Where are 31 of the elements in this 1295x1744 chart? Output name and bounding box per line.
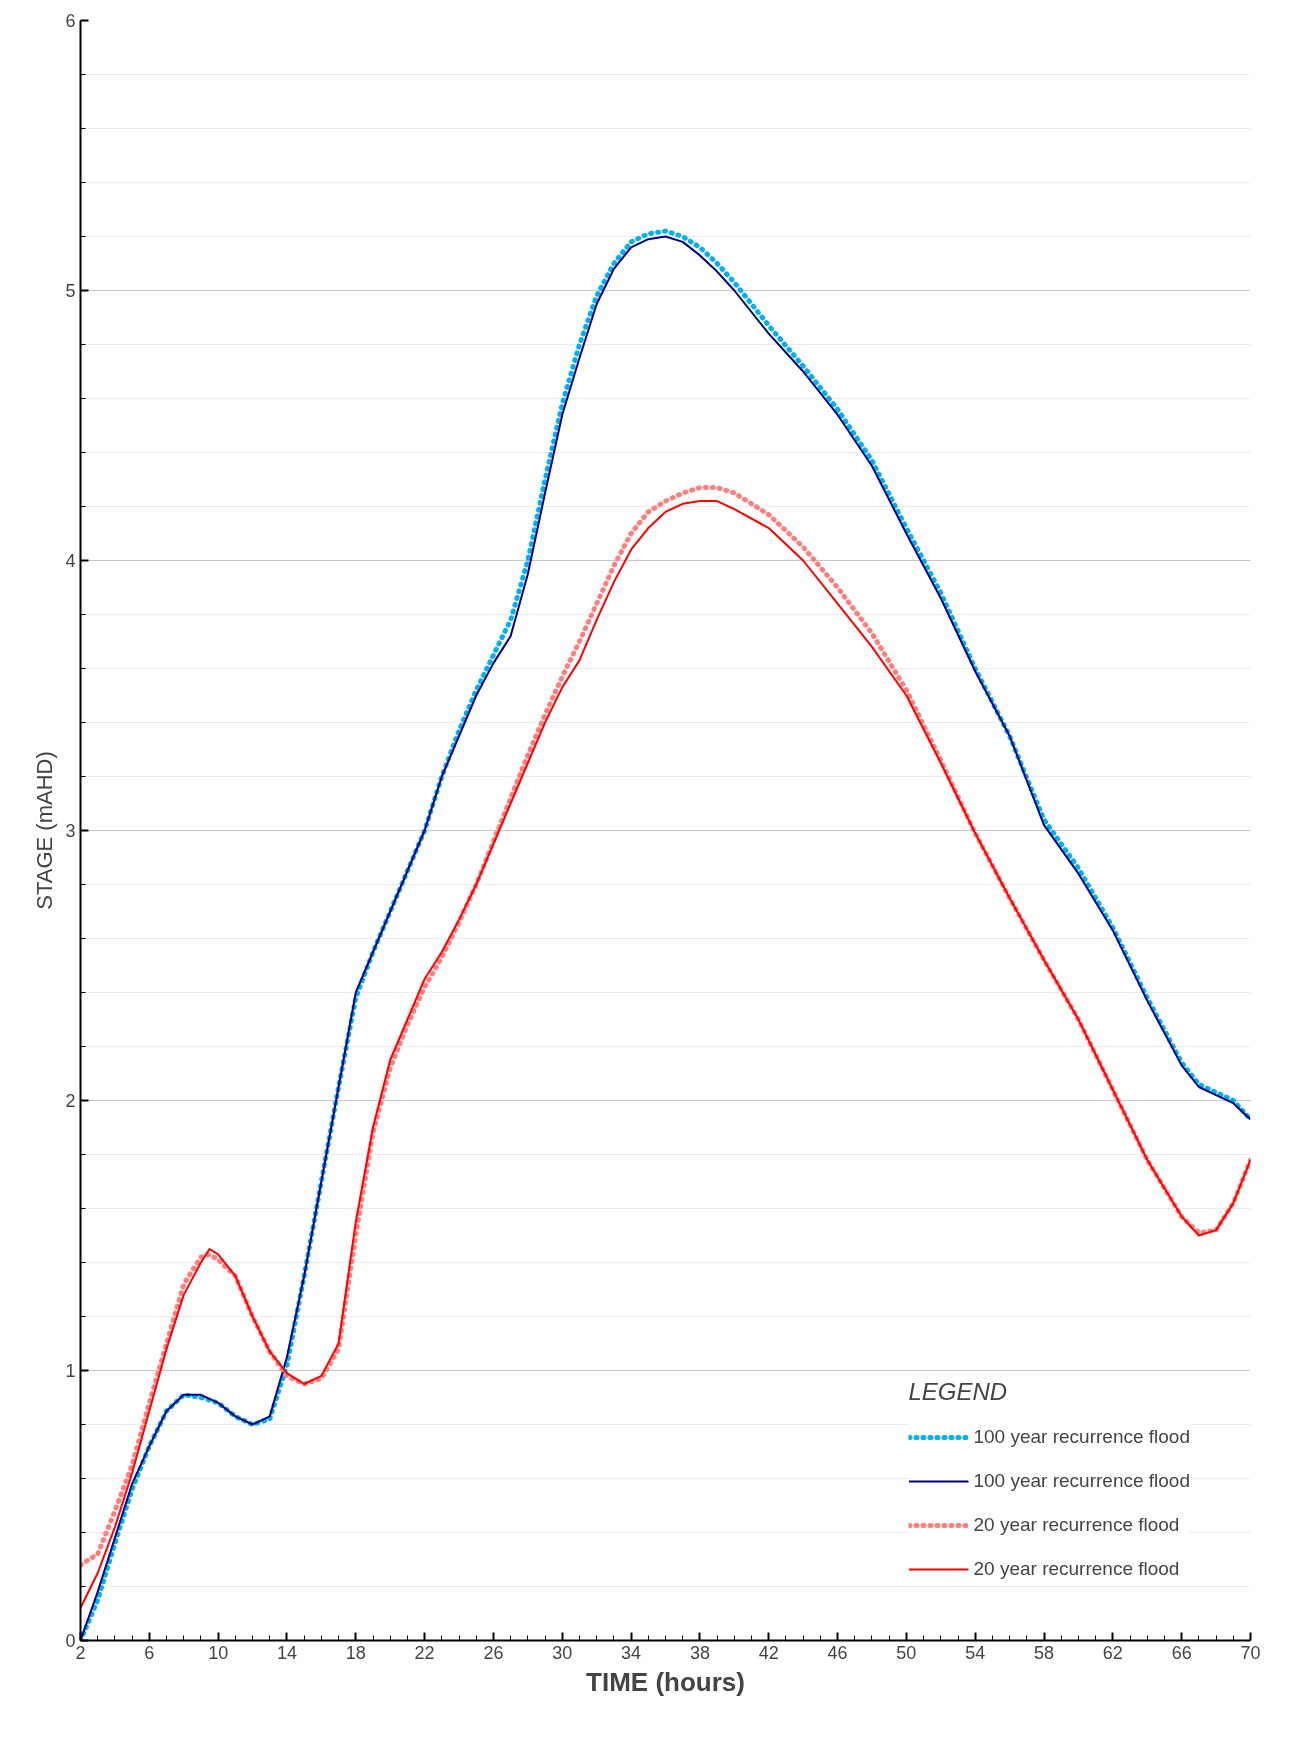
legend-label: 20 year recurrence flood (973, 1514, 1180, 1536)
y-tick-label: 6 (65, 11, 76, 31)
y-tick-label: 1 (65, 1361, 76, 1381)
x-tick-label: 26 (483, 1642, 504, 1663)
y-tick-label: 4 (65, 551, 76, 571)
y-tick-label: 5 (65, 281, 76, 301)
legend-label: 100 year recurrence flood (973, 1470, 1190, 1492)
x-tick-label: 6 (144, 1642, 155, 1663)
x-tick-label: 38 (689, 1642, 710, 1663)
x-tick-label: 30 (552, 1642, 573, 1663)
legend-label: 100 year recurrence flood (973, 1426, 1190, 1448)
x-tick-label: 50 (896, 1642, 917, 1663)
x-tick-label: 46 (827, 1642, 848, 1663)
y-axis-title: STAGE (mAHD) (32, 751, 58, 910)
x-tick-label: 70 (1240, 1642, 1261, 1663)
x-tick-label: 58 (1034, 1642, 1055, 1663)
legend-label: 20 year recurrence flood (973, 1558, 1180, 1580)
x-tick-label: 18 (345, 1642, 366, 1663)
x-tick-label: 14 (276, 1642, 297, 1663)
y-tick-label: 3 (65, 821, 76, 841)
x-tick-label: 34 (621, 1642, 642, 1663)
x-tick-label: 66 (1171, 1642, 1192, 1663)
x-tick-label: 22 (414, 1642, 435, 1663)
y-tick-label: 2 (65, 1091, 76, 1111)
y-tick-label: 0 (65, 1631, 76, 1651)
legend-title: LEGEND (908, 1378, 1009, 1406)
x-tick-label: 54 (965, 1642, 986, 1663)
x-axis-title: TIME (hours) (586, 1666, 745, 1697)
x-tick-label: 42 (758, 1642, 779, 1663)
x-tick-label: 10 (208, 1642, 229, 1663)
x-tick-label: 62 (1102, 1642, 1123, 1663)
